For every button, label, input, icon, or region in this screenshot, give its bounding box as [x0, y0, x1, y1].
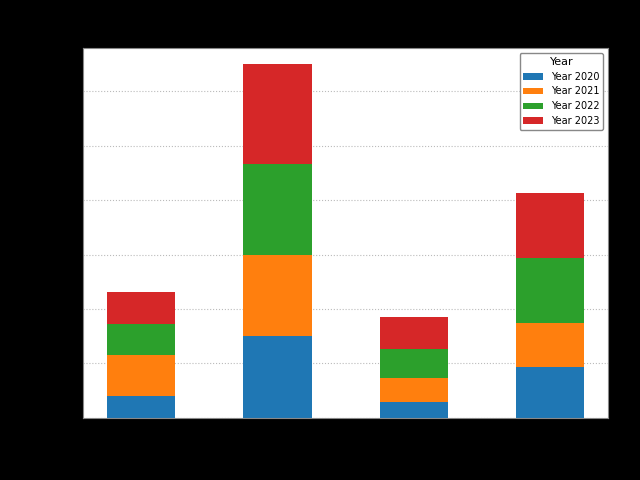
Bar — [380, 349, 448, 378]
Bar — [516, 323, 584, 367]
Bar — [380, 316, 448, 349]
Bar — [107, 355, 175, 396]
Bar — [516, 367, 584, 418]
Bar — [243, 254, 312, 336]
Bar — [380, 402, 448, 418]
Bar — [107, 324, 175, 355]
Bar — [243, 164, 312, 254]
Bar — [516, 258, 584, 323]
Legend: Year 2020, Year 2021, Year 2022, Year 2023: Year 2020, Year 2021, Year 2022, Year 20… — [520, 53, 603, 130]
Bar — [243, 64, 312, 164]
Y-axis label: Total Sales: Total Sales — [13, 199, 26, 266]
Bar — [516, 192, 584, 258]
Bar — [243, 336, 312, 418]
Bar — [107, 291, 175, 324]
Title: Total Sales by Sub-Category and Year: Total Sales by Sub-Category and Year — [228, 30, 463, 43]
Bar — [380, 378, 448, 402]
Bar — [107, 396, 175, 418]
